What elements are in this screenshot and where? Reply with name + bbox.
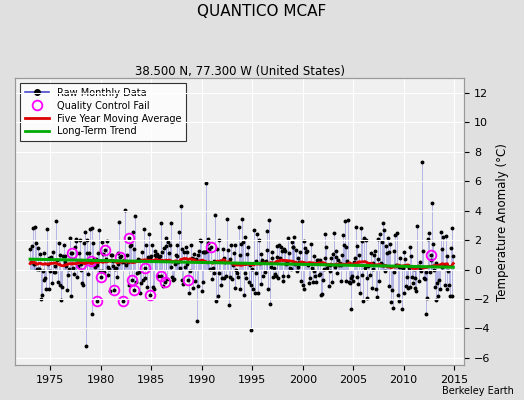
Title: 38.500 N, 77.300 W (United States): 38.500 N, 77.300 W (United States): [135, 65, 345, 78]
Y-axis label: Temperature Anomaly (°C): Temperature Anomaly (°C): [496, 143, 509, 300]
Text: Berkeley Earth: Berkeley Earth: [442, 386, 514, 396]
Text: QUANTICO MCAF: QUANTICO MCAF: [198, 4, 326, 19]
Legend: Raw Monthly Data, Quality Control Fail, Five Year Moving Average, Long-Term Tren: Raw Monthly Data, Quality Control Fail, …: [20, 83, 186, 141]
